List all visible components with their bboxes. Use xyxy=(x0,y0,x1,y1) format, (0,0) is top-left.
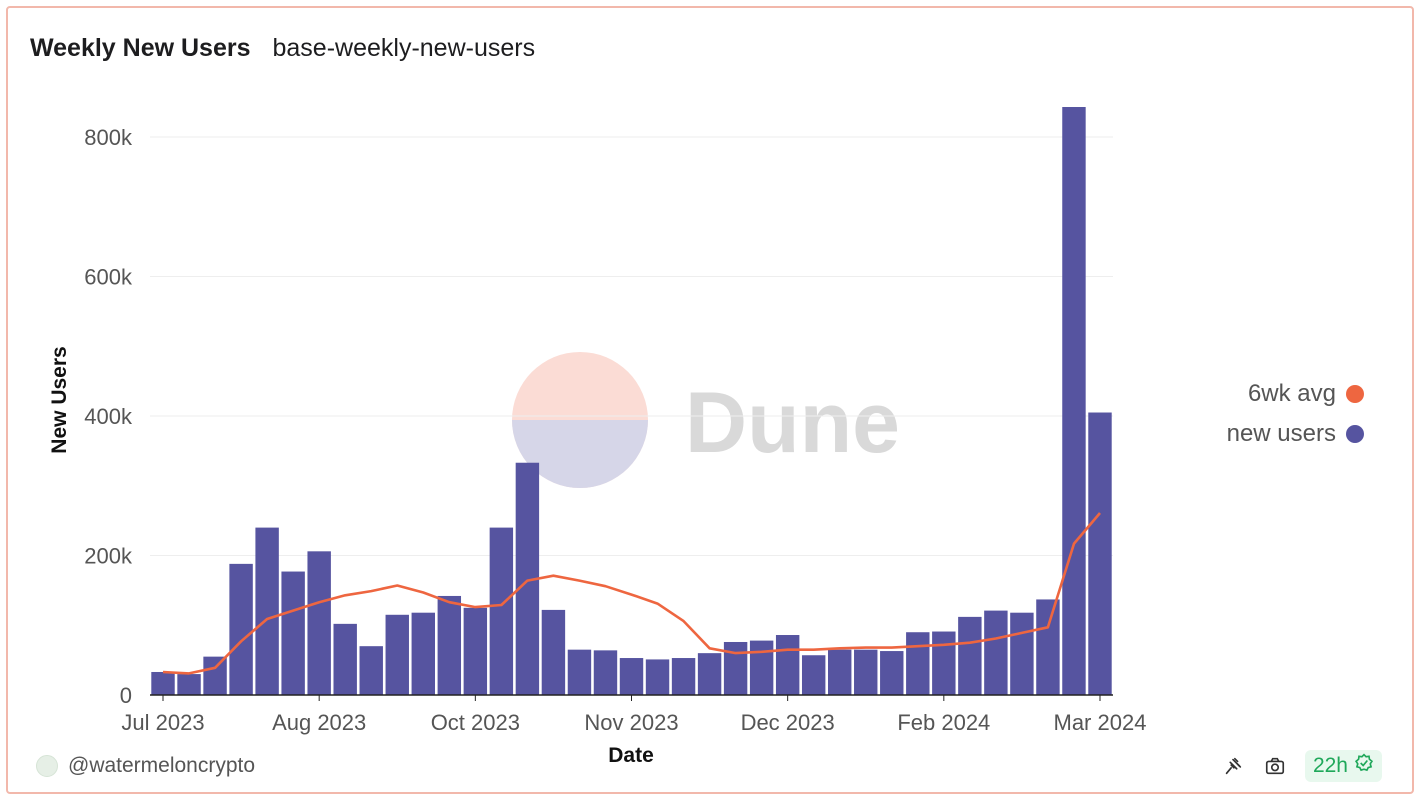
bar-28[interactable] xyxy=(880,651,904,695)
chart-subtitle: base-weekly-new-users xyxy=(272,34,536,62)
bar-12[interactable] xyxy=(463,607,488,695)
bar-17[interactable] xyxy=(593,650,618,695)
author-name: @watermeloncrypto xyxy=(68,754,256,777)
y-tick-label-0: 0 xyxy=(120,683,132,708)
x-tick-label-3: Nov 2023 xyxy=(584,710,678,735)
legend-dot-users xyxy=(1346,425,1364,443)
refresh-badge[interactable]: 22h xyxy=(1304,750,1382,782)
bar-9[interactable] xyxy=(385,614,409,695)
bar-5[interactable] xyxy=(281,571,305,695)
y-tick-label-3: 600k xyxy=(84,265,133,290)
bar-34[interactable] xyxy=(1036,599,1060,695)
y-tick-label-2: 400k xyxy=(84,404,133,429)
footer-author[interactable]: @watermeloncrypto xyxy=(36,754,255,778)
legend-label-avg: 6wk avg xyxy=(1247,380,1336,407)
legend-dot-avg xyxy=(1346,385,1364,403)
camera-icon[interactable] xyxy=(1263,754,1287,778)
bar-25[interactable] xyxy=(801,655,826,695)
bar-15[interactable] xyxy=(541,609,566,695)
legend-item-users[interactable]: new users xyxy=(1227,414,1364,454)
x-axis-label: Date xyxy=(608,744,654,767)
bar-29[interactable] xyxy=(906,632,930,695)
bar-1[interactable] xyxy=(177,674,201,695)
x-tick-label-1: Aug 2023 xyxy=(272,710,366,735)
avatar xyxy=(36,755,58,777)
bar-22[interactable] xyxy=(723,641,748,695)
fork-icon[interactable] xyxy=(1221,754,1245,778)
x-tick-label-4: Dec 2023 xyxy=(741,710,835,735)
bar-6[interactable] xyxy=(307,551,331,695)
watermark-circle-bottom xyxy=(512,420,648,488)
bar-7[interactable] xyxy=(333,623,357,695)
dune-watermark: Dune xyxy=(512,352,900,488)
title-row: Weekly New Users base-weekly-new-users xyxy=(30,34,535,63)
x-tick-label-5: Feb 2024 xyxy=(897,710,990,735)
bar-20[interactable] xyxy=(671,658,696,695)
axes: 0 200k 400k 600k 800k Jul 2023 Aug 2023 Oct 202… xyxy=(84,125,1146,735)
x-tick-label-0: Jul 2023 xyxy=(121,710,204,735)
bar-32[interactable] xyxy=(984,610,1008,695)
avg-line-series xyxy=(162,512,1101,675)
grid-lines xyxy=(150,136,1113,556)
bar-4[interactable] xyxy=(255,527,279,695)
bar-11[interactable] xyxy=(437,595,462,695)
bar-23[interactable] xyxy=(749,640,774,695)
bar-19[interactable] xyxy=(645,659,670,695)
bar-21[interactable] xyxy=(697,653,722,695)
bar-26[interactable] xyxy=(828,649,852,695)
y-tick-label-4: 800k xyxy=(84,125,133,150)
refresh-text: 22h xyxy=(1312,754,1348,777)
bar-24[interactable] xyxy=(775,635,800,695)
bar-31[interactable] xyxy=(958,616,982,695)
avg-line xyxy=(162,512,1101,675)
bar-13[interactable] xyxy=(489,527,514,695)
bar-3[interactable] xyxy=(229,563,253,695)
footer-actions: 22h xyxy=(1221,750,1382,782)
bar-16[interactable] xyxy=(567,649,592,695)
watermark-text: Dune xyxy=(685,375,900,471)
bar-series xyxy=(151,107,1112,695)
x-tick-label-2: Oct 2023 xyxy=(431,710,520,735)
y-axis-label: New Users xyxy=(48,346,71,453)
bar-18[interactable] xyxy=(619,658,644,695)
bar-0[interactable] xyxy=(151,671,175,695)
bar-8[interactable] xyxy=(359,646,383,695)
x-tick-label-6: Mar 2024 xyxy=(1054,710,1147,735)
bar-10[interactable] xyxy=(411,612,435,695)
y-tick-label-1: 200k xyxy=(84,544,133,569)
bar-2[interactable] xyxy=(203,656,227,695)
verified-check-icon xyxy=(1354,753,1374,779)
bar-36[interactable] xyxy=(1088,412,1112,695)
legend-item-avg[interactable]: 6wk avg xyxy=(1227,374,1364,414)
legend-label-users: new users xyxy=(1226,420,1336,447)
bar-27[interactable] xyxy=(854,649,878,695)
bar-35[interactable] xyxy=(1062,107,1086,695)
bar-33[interactable] xyxy=(1010,612,1034,695)
bar-14[interactable] xyxy=(515,462,540,695)
chart-title: Weekly New Users xyxy=(30,34,251,62)
bar-30[interactable] xyxy=(932,631,956,695)
legend: 6wk avg new users xyxy=(1227,374,1364,454)
